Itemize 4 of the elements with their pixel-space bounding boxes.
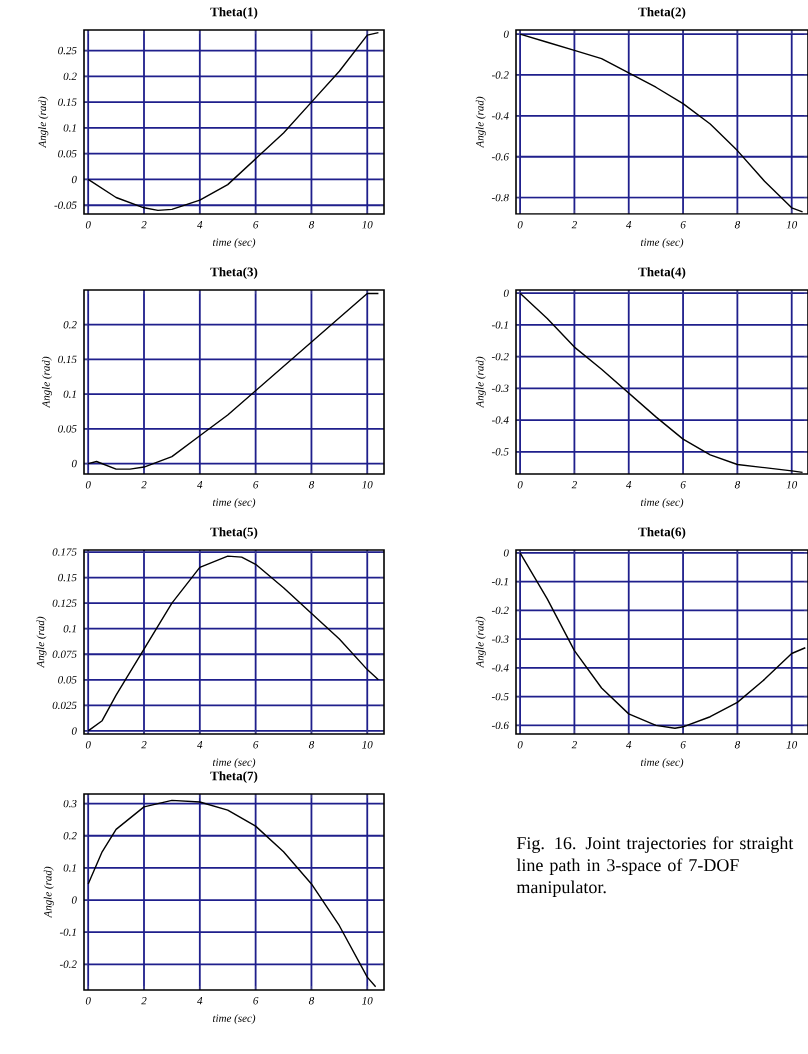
line-series — [87, 31, 380, 212]
line-series — [87, 799, 377, 988]
caption: Fig. 16. Joint trajectories for straight line path in 3-space of 7-DOF manipulator. — [516, 836, 794, 897]
line-series — [519, 552, 806, 729]
